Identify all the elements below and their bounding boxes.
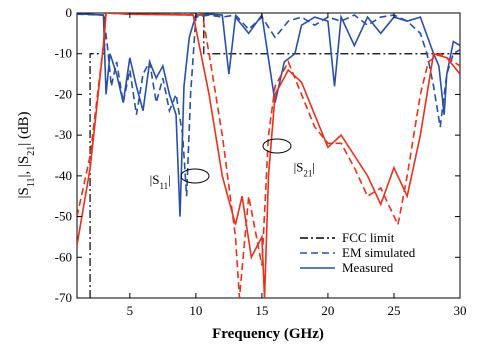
x-axis-label: Frequency (GHz)	[212, 326, 324, 342]
annotation: |S11|	[150, 172, 171, 191]
annotation-text: |S	[150, 172, 160, 187]
annotation-text: |	[312, 160, 315, 175]
y-tick-label: -40	[55, 168, 72, 183]
series-line	[77, 13, 460, 217]
y-tick-label: 0	[66, 5, 73, 20]
s11-ellipse	[180, 168, 210, 184]
legend-label: FCC limit	[342, 230, 395, 245]
y-axis-label: |S11|, |S21| (dB)	[16, 111, 37, 198]
x-tick-label: 30	[454, 303, 467, 318]
annotation-subscript: 21	[303, 169, 312, 179]
annotation-text: |	[168, 172, 171, 187]
series-line	[89, 13, 460, 298]
s21-ellipse	[262, 138, 292, 154]
legend-label: EM simulated	[342, 245, 416, 260]
annotation-subscript: 11	[159, 181, 168, 191]
y-tick-label: -50	[55, 209, 72, 224]
legend-label: Measured	[342, 260, 394, 275]
y-label-subscript: 11	[26, 178, 37, 188]
y-tick-label: -60	[55, 249, 72, 264]
annotation-text: |S	[294, 160, 304, 175]
x-tick-label: 10	[189, 303, 202, 318]
y-label-text: |, |S	[16, 156, 32, 178]
y-tick-label: -70	[55, 290, 72, 305]
x-tick-label: 20	[321, 303, 334, 318]
series-line	[77, 13, 460, 298]
plot-frame	[76, 12, 461, 299]
y-label-text: | (dB)	[16, 111, 32, 145]
x-tick-label: 25	[387, 303, 400, 318]
y-tick-label: -10	[55, 46, 72, 61]
annotation: |S21|	[294, 160, 315, 179]
y-tick-label: -20	[55, 86, 72, 101]
series-line	[77, 13, 460, 197]
x-tick-label: 15	[255, 303, 268, 318]
y-tick-label: -30	[55, 127, 72, 142]
y-label-text: |S	[16, 187, 32, 198]
plot-area	[77, 13, 460, 298]
y-label-subscript: 21	[26, 146, 37, 156]
x-tick-label: 5	[127, 303, 134, 318]
